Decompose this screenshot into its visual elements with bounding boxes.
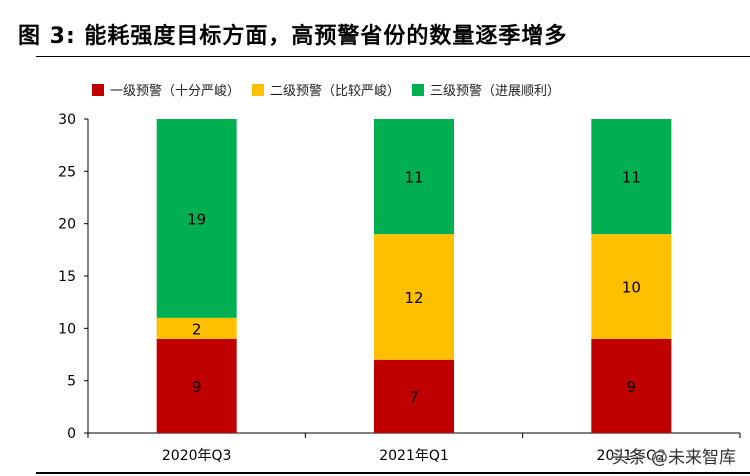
legend-item-level1: 一级预警（十分严峻）	[92, 80, 240, 99]
watermark: 头条 @未来智库	[611, 448, 736, 468]
data-label: 19	[187, 210, 206, 228]
bar-segment	[591, 338, 672, 433]
legend-label-level3: 三级预警（进展顺利）	[430, 84, 561, 99]
chart-legend: 一级预警（十分严峻） 二级预警（比较严峻） 三级预警（进展顺利）	[92, 80, 560, 99]
y-tick-label: 0	[67, 426, 76, 442]
legend-label-level2: 二级预警（比较严峻）	[270, 84, 401, 99]
legend-item-level3: 三级预警（进展顺利）	[412, 80, 560, 99]
title-divider	[36, 56, 750, 57]
data-label: 9	[627, 378, 637, 396]
data-label: 7	[409, 388, 419, 406]
data-label: 11	[404, 169, 423, 187]
bottom-divider	[36, 472, 750, 474]
y-tick-label: 15	[58, 269, 76, 285]
data-label: 10	[622, 278, 641, 296]
legend-swatch-level1	[92, 83, 104, 96]
y-tick-label: 5	[67, 374, 76, 390]
data-label: 9	[192, 378, 202, 396]
bar-segment	[374, 119, 454, 235]
bar-segment	[591, 119, 672, 235]
bar-segment	[374, 359, 454, 433]
y-tick-label: 25	[58, 164, 76, 180]
data-label: 11	[622, 169, 641, 187]
y-tick-label: 30	[58, 112, 76, 128]
x-tick-label: 2020年Q3	[162, 448, 232, 464]
bar-segment	[156, 119, 237, 318]
y-tick-label: 20	[58, 217, 76, 233]
bar-segment	[156, 317, 237, 339]
legend-label-level1: 一级预警（十分严峻）	[110, 84, 241, 99]
data-label: 12	[404, 289, 423, 307]
bar-segment	[591, 234, 672, 339]
bar-segment	[374, 234, 454, 360]
legend-swatch-level2	[252, 83, 265, 96]
legend-swatch-level3	[412, 83, 425, 96]
x-tick-label: 2021年Q1	[379, 448, 449, 464]
x-tick-label: 2021年Q2	[597, 448, 667, 464]
legend-item-level2: 二级预警（比较严峻）	[252, 80, 400, 99]
page-title: 图 3: 能耗强度目标方面，高预警省份的数量逐季增多	[18, 24, 568, 49]
bar-segment	[156, 338, 237, 433]
y-tick-label: 10	[58, 321, 76, 337]
data-label: 2	[192, 320, 202, 338]
